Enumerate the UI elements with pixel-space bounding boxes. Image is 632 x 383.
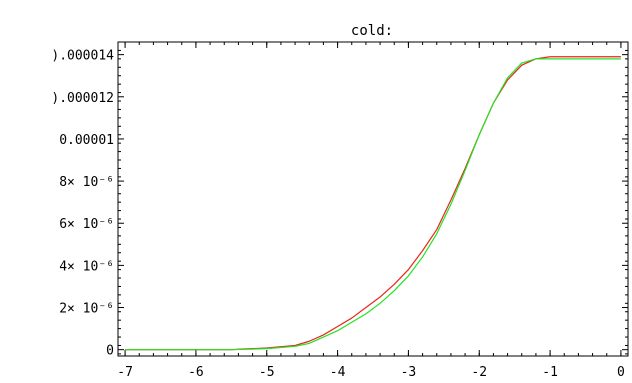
x-tick-label: -5 bbox=[259, 365, 275, 380]
y-tick-label: ).000014 bbox=[51, 49, 114, 64]
x-tick-label: -2 bbox=[471, 365, 487, 380]
y-axis-tick-labels: 0 2× 10⁻⁶ 4× 10⁻⁶ 6× 10⁻⁶ 8× 10⁻⁶ 0.00001 ).00… bbox=[51, 49, 114, 359]
chart-title: cold: bbox=[351, 23, 393, 39]
y-tick-label: ).000012 bbox=[51, 91, 114, 106]
axis-ticks bbox=[118, 41, 628, 356]
x-axis-tick-labels: -7 -6 -5 -4 -3 -2 -1 0 bbox=[117, 365, 625, 380]
y-tick-label: 0 bbox=[106, 344, 114, 359]
x-tick-label: 0 bbox=[617, 365, 625, 380]
series-layer bbox=[125, 56, 621, 351]
x-tick-label: -3 bbox=[401, 365, 417, 380]
x-tick-label: -6 bbox=[188, 365, 204, 380]
x-tick-label: -1 bbox=[542, 365, 558, 380]
y-tick-label: 8× 10⁻⁶ bbox=[59, 175, 114, 190]
y-tick-label: 0.00001 bbox=[59, 133, 114, 148]
series-line-2 bbox=[125, 58, 621, 351]
y-tick-label: 2× 10⁻⁶ bbox=[59, 302, 114, 317]
x-tick-label: -7 bbox=[117, 365, 133, 380]
y-tick-label: 6× 10⁻⁶ bbox=[59, 217, 114, 232]
y-tick-label: 4× 10⁻⁶ bbox=[59, 259, 114, 274]
series-line-1 bbox=[125, 56, 621, 351]
plot-frame bbox=[117, 41, 629, 357]
x-tick-label: -4 bbox=[330, 365, 346, 380]
